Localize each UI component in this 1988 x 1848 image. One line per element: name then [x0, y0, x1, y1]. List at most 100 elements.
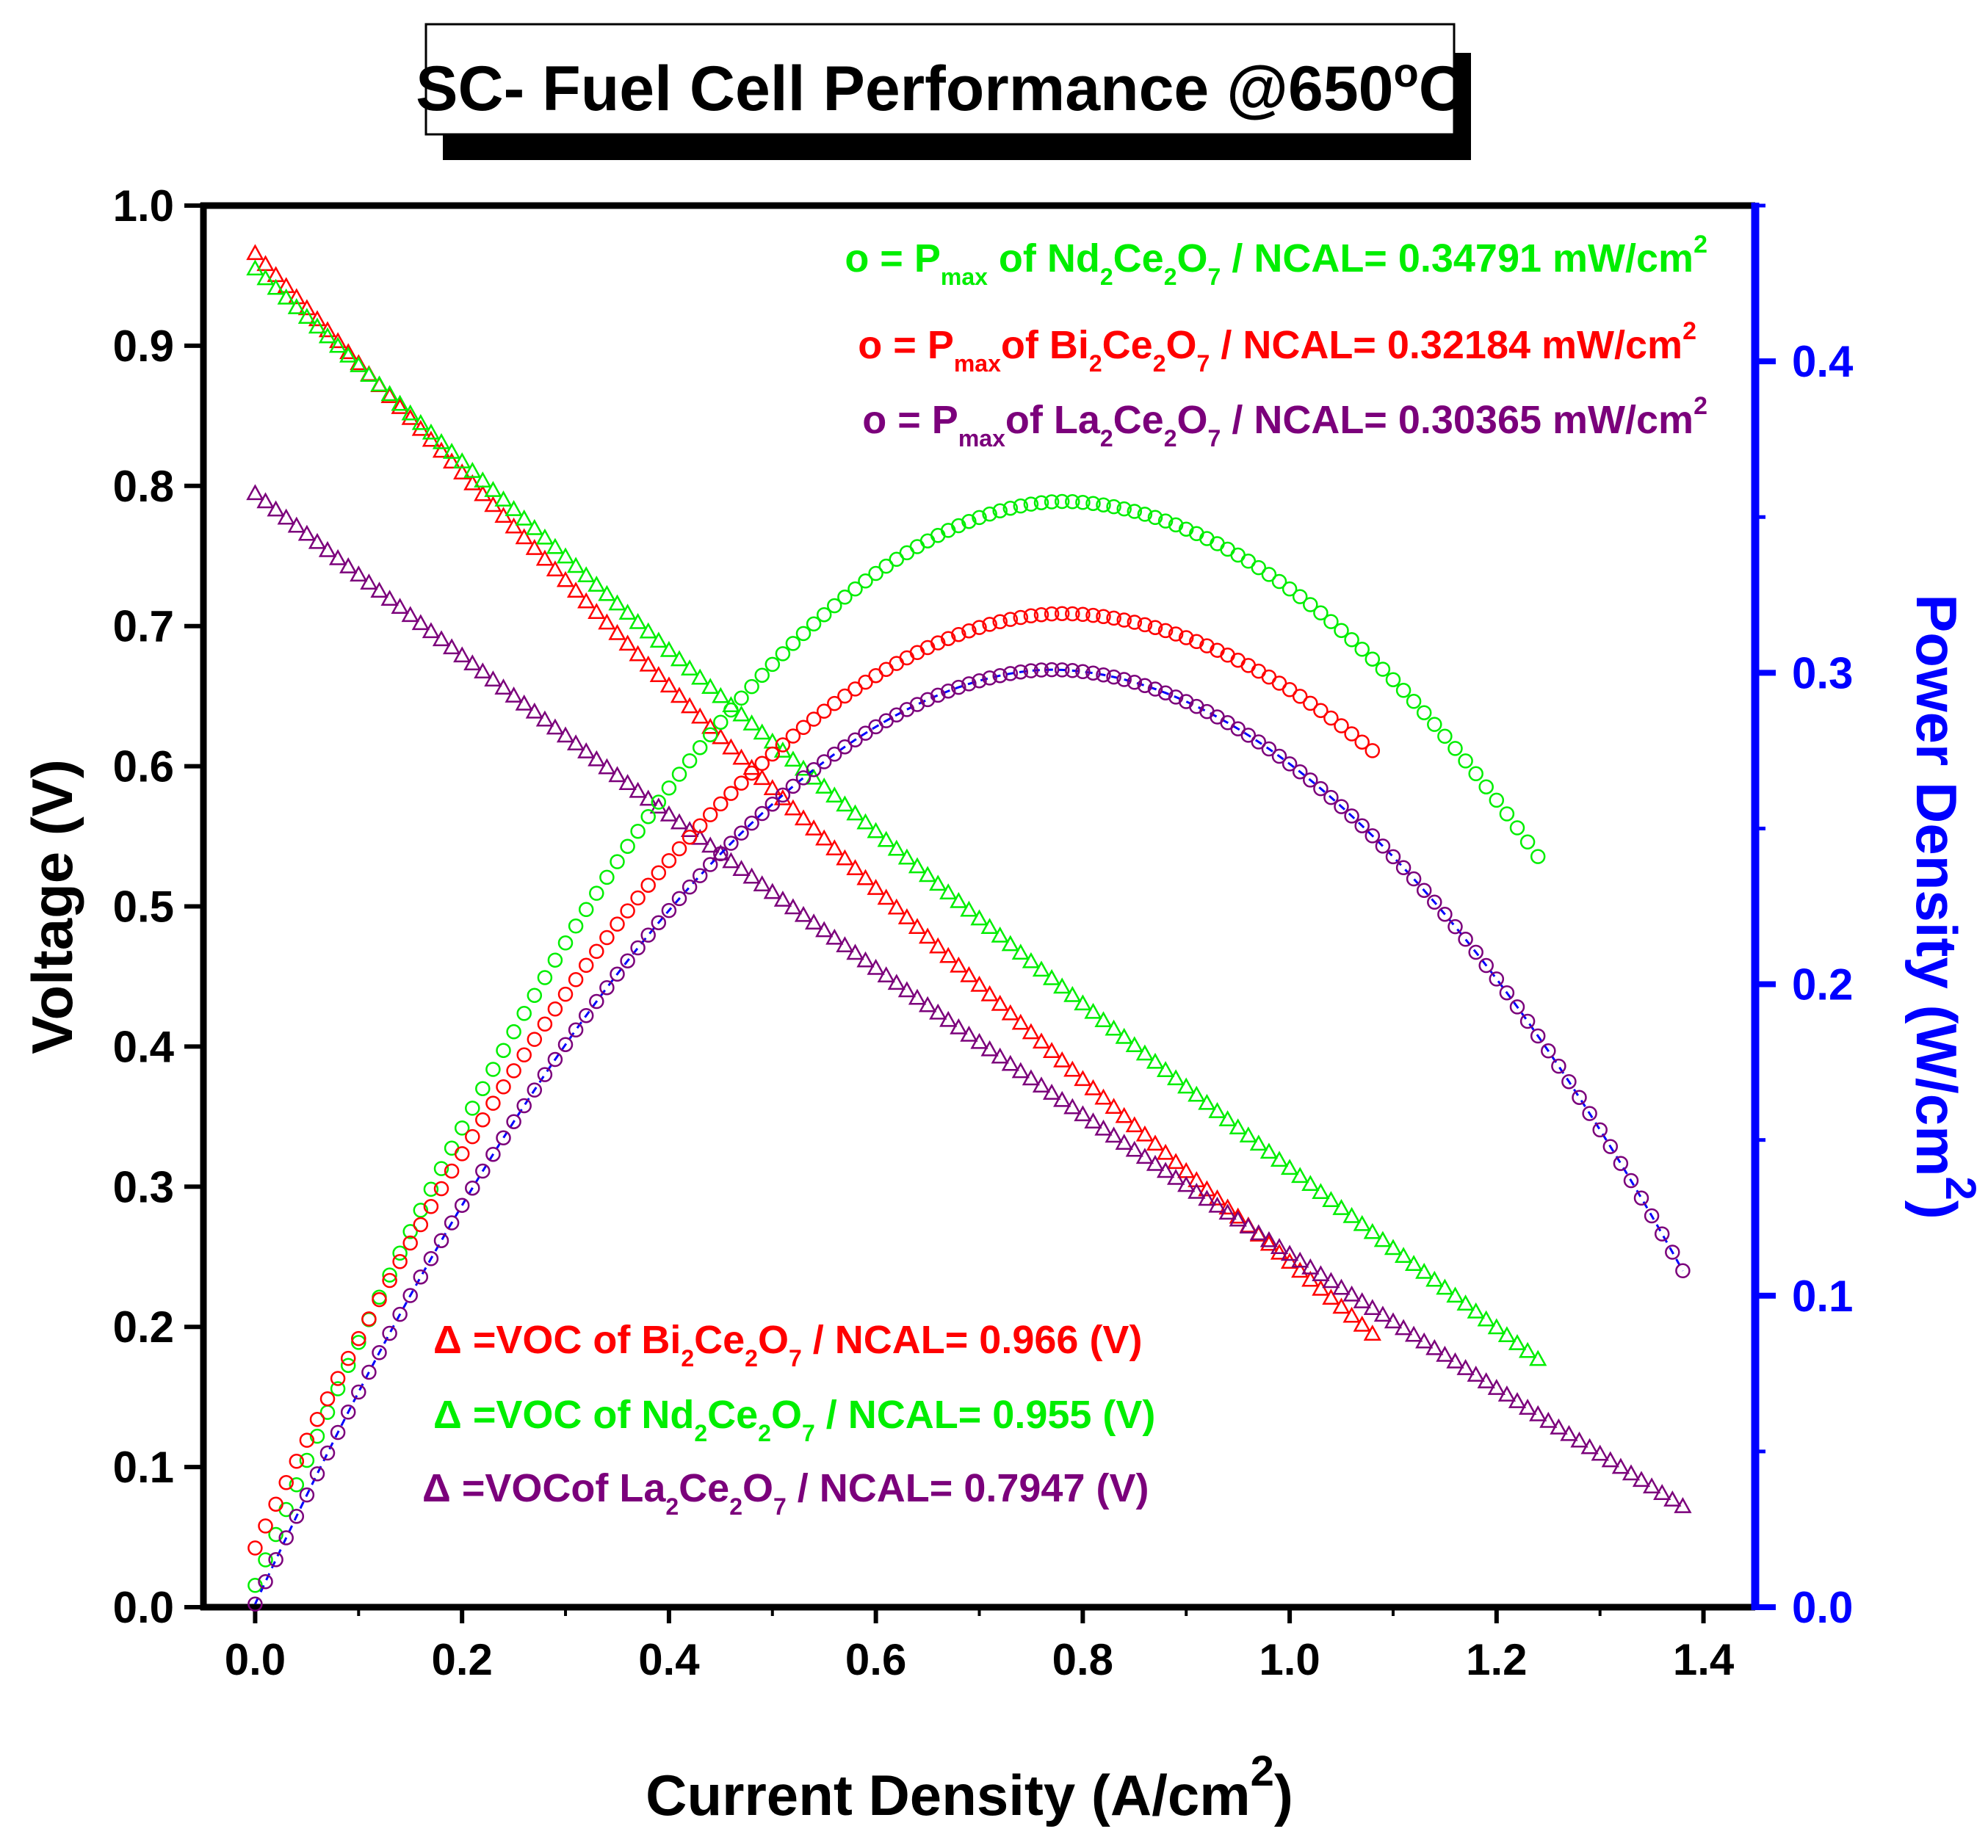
data-point: [1023, 663, 1039, 678]
data-point: [463, 654, 482, 671]
data-point: [1033, 606, 1049, 623]
data-point: [846, 804, 864, 821]
data-point: [401, 404, 419, 421]
data-point: [1334, 718, 1349, 733]
data-point: [806, 761, 822, 778]
data-point: [1601, 1451, 1619, 1468]
data-point: [474, 471, 492, 488]
data-point: [1084, 1079, 1102, 1095]
data-point: [754, 805, 770, 822]
data-point: [1632, 1471, 1651, 1488]
data-point: [432, 441, 451, 458]
data-point: [836, 849, 854, 866]
data-point: [546, 560, 565, 577]
data-point: [1157, 685, 1174, 700]
data-point: [1406, 871, 1422, 887]
data-point: [1674, 1497, 1692, 1513]
data-point: [1259, 1234, 1279, 1251]
data-point: [297, 308, 317, 325]
data-point: [1313, 703, 1329, 718]
data-point: [1137, 617, 1153, 633]
data-point: [1291, 1261, 1309, 1278]
data-point: [754, 755, 770, 772]
data-point: [1063, 985, 1082, 1002]
data-point: [1032, 960, 1051, 977]
data-point: [505, 517, 523, 534]
data-point: [701, 678, 720, 695]
data-point: [391, 598, 409, 615]
data-point: [1106, 499, 1121, 515]
data-point: [1292, 589, 1308, 604]
data-point: [1530, 1028, 1546, 1044]
data-point: [392, 1254, 408, 1269]
data-point: [1280, 1159, 1299, 1175]
data-point: [392, 1306, 408, 1322]
data-point: [680, 659, 699, 675]
data-point: [816, 606, 832, 623]
data-point: [577, 566, 596, 583]
data-point: [1198, 1180, 1216, 1197]
data-point: [1644, 1208, 1660, 1224]
data-point: [433, 1181, 449, 1197]
data-point: [1303, 772, 1318, 788]
data-point: [411, 614, 430, 631]
data-point: [246, 484, 264, 501]
data-point: [640, 927, 656, 943]
data-point: [556, 547, 575, 564]
data-point: [475, 1081, 491, 1096]
data-point: [1291, 1167, 1309, 1184]
data-point: [702, 857, 718, 872]
data-point: [1518, 1399, 1537, 1415]
data-point: [610, 966, 625, 982]
data-point: [639, 789, 657, 806]
data-point: [629, 612, 647, 629]
data-point: [887, 839, 906, 856]
data-point: [1477, 1372, 1495, 1388]
series-red-power: [247, 606, 1381, 1556]
data-point: [867, 958, 885, 975]
data-point: [1001, 1004, 1019, 1021]
data-point: [1065, 494, 1080, 510]
data-point: [1075, 606, 1091, 623]
data-point: [1137, 678, 1153, 693]
data-point: [847, 581, 863, 597]
data-point: [1425, 1338, 1444, 1355]
voc-annotation-red: Δ =VOC of Bi2Ce2O7 / NCAL= 0.966 (V): [433, 1318, 1142, 1371]
data-point: [1198, 1189, 1216, 1206]
series-purple-voltage: [246, 484, 1692, 1513]
data-point: [1001, 935, 1019, 952]
data-point: [1125, 1036, 1143, 1053]
data-point: [618, 774, 637, 790]
data-point: [929, 1003, 947, 1020]
data-point: [960, 965, 978, 982]
data-point: [640, 877, 656, 893]
data-point: [1487, 1379, 1506, 1395]
data-point: [599, 930, 615, 946]
data-point: [1063, 1060, 1082, 1077]
data-point: [1508, 1334, 1527, 1350]
data-point: [1375, 662, 1391, 677]
data-point: [1582, 1106, 1597, 1121]
data-point: [1375, 838, 1391, 854]
data-point: [1094, 1119, 1113, 1136]
data-point: [1509, 999, 1525, 1015]
data-point: [454, 1197, 470, 1213]
x-tick-label: 0.6: [845, 1635, 906, 1684]
data-point: [351, 1384, 366, 1400]
data-point: [1146, 1052, 1165, 1069]
data-point: [682, 829, 698, 845]
data-point: [1127, 615, 1143, 630]
data-point: [258, 1552, 273, 1568]
y-left-tick-label: 0.2: [113, 1302, 174, 1352]
data-point: [629, 781, 647, 798]
series-purple-power: [247, 662, 1691, 1612]
title-frame: [424, 23, 1456, 136]
data-point: [598, 758, 616, 775]
data-point: [287, 516, 306, 533]
data-point: [515, 528, 533, 545]
data-point: [1002, 666, 1019, 681]
data-point: [649, 631, 668, 648]
data-point: [775, 737, 791, 753]
data-point: [691, 668, 709, 685]
data-point: [992, 614, 1008, 630]
